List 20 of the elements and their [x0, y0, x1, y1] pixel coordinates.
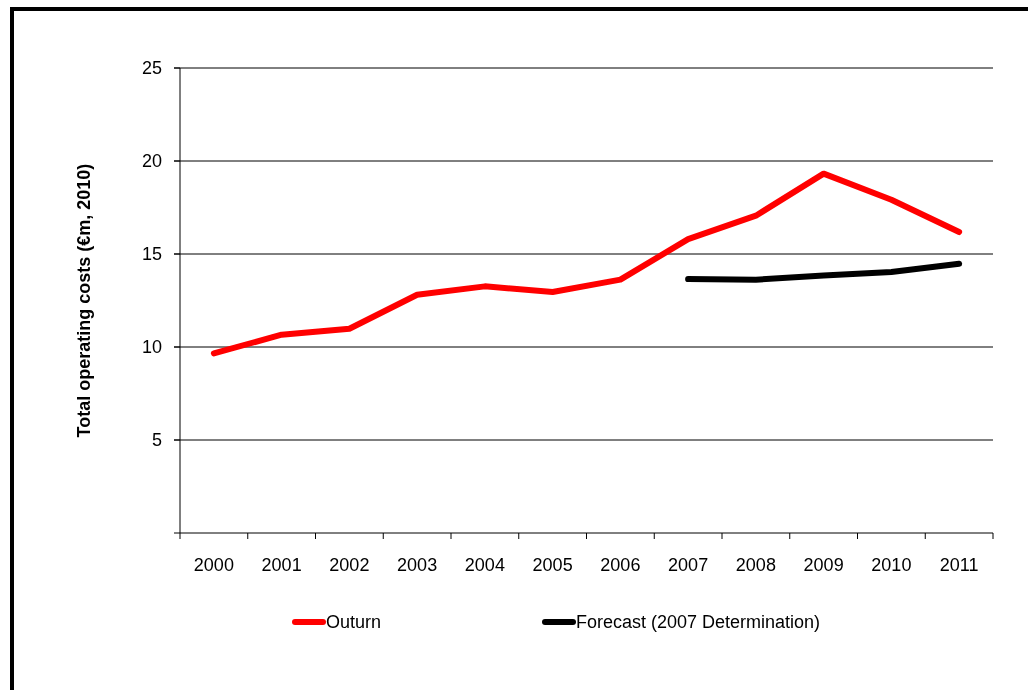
x-tick-label: 2006 [600, 555, 641, 575]
y-tick-label: 5 [151, 430, 162, 451]
x-tick-label: 2000 [193, 555, 234, 575]
y-axis-title: Total operating costs (€m, 2010) [74, 163, 94, 438]
x-tick-label: 2004 [464, 555, 505, 575]
y-tick-label: 10 [141, 337, 162, 358]
x-tick-label: 2008 [735, 555, 776, 575]
x-tick-label: 2009 [803, 555, 844, 575]
x-tick-label: 2007 [668, 555, 709, 575]
y-tick-label: 25 [141, 58, 162, 79]
y-tick-label: 15 [141, 244, 162, 265]
legend-label: Outurn [326, 612, 382, 633]
x-tick-label: 2002 [329, 555, 370, 575]
x-tick-label: 2010 [871, 555, 912, 575]
x-tick-label: 2005 [532, 555, 573, 575]
legend-label: Forecast (2007 Determination) [576, 612, 821, 633]
x-tick-label: 2001 [261, 555, 302, 575]
x-tick-label: 2003 [397, 555, 438, 575]
y-tick-label: 20 [141, 151, 162, 172]
x-tick-label: 2011 [939, 555, 979, 575]
